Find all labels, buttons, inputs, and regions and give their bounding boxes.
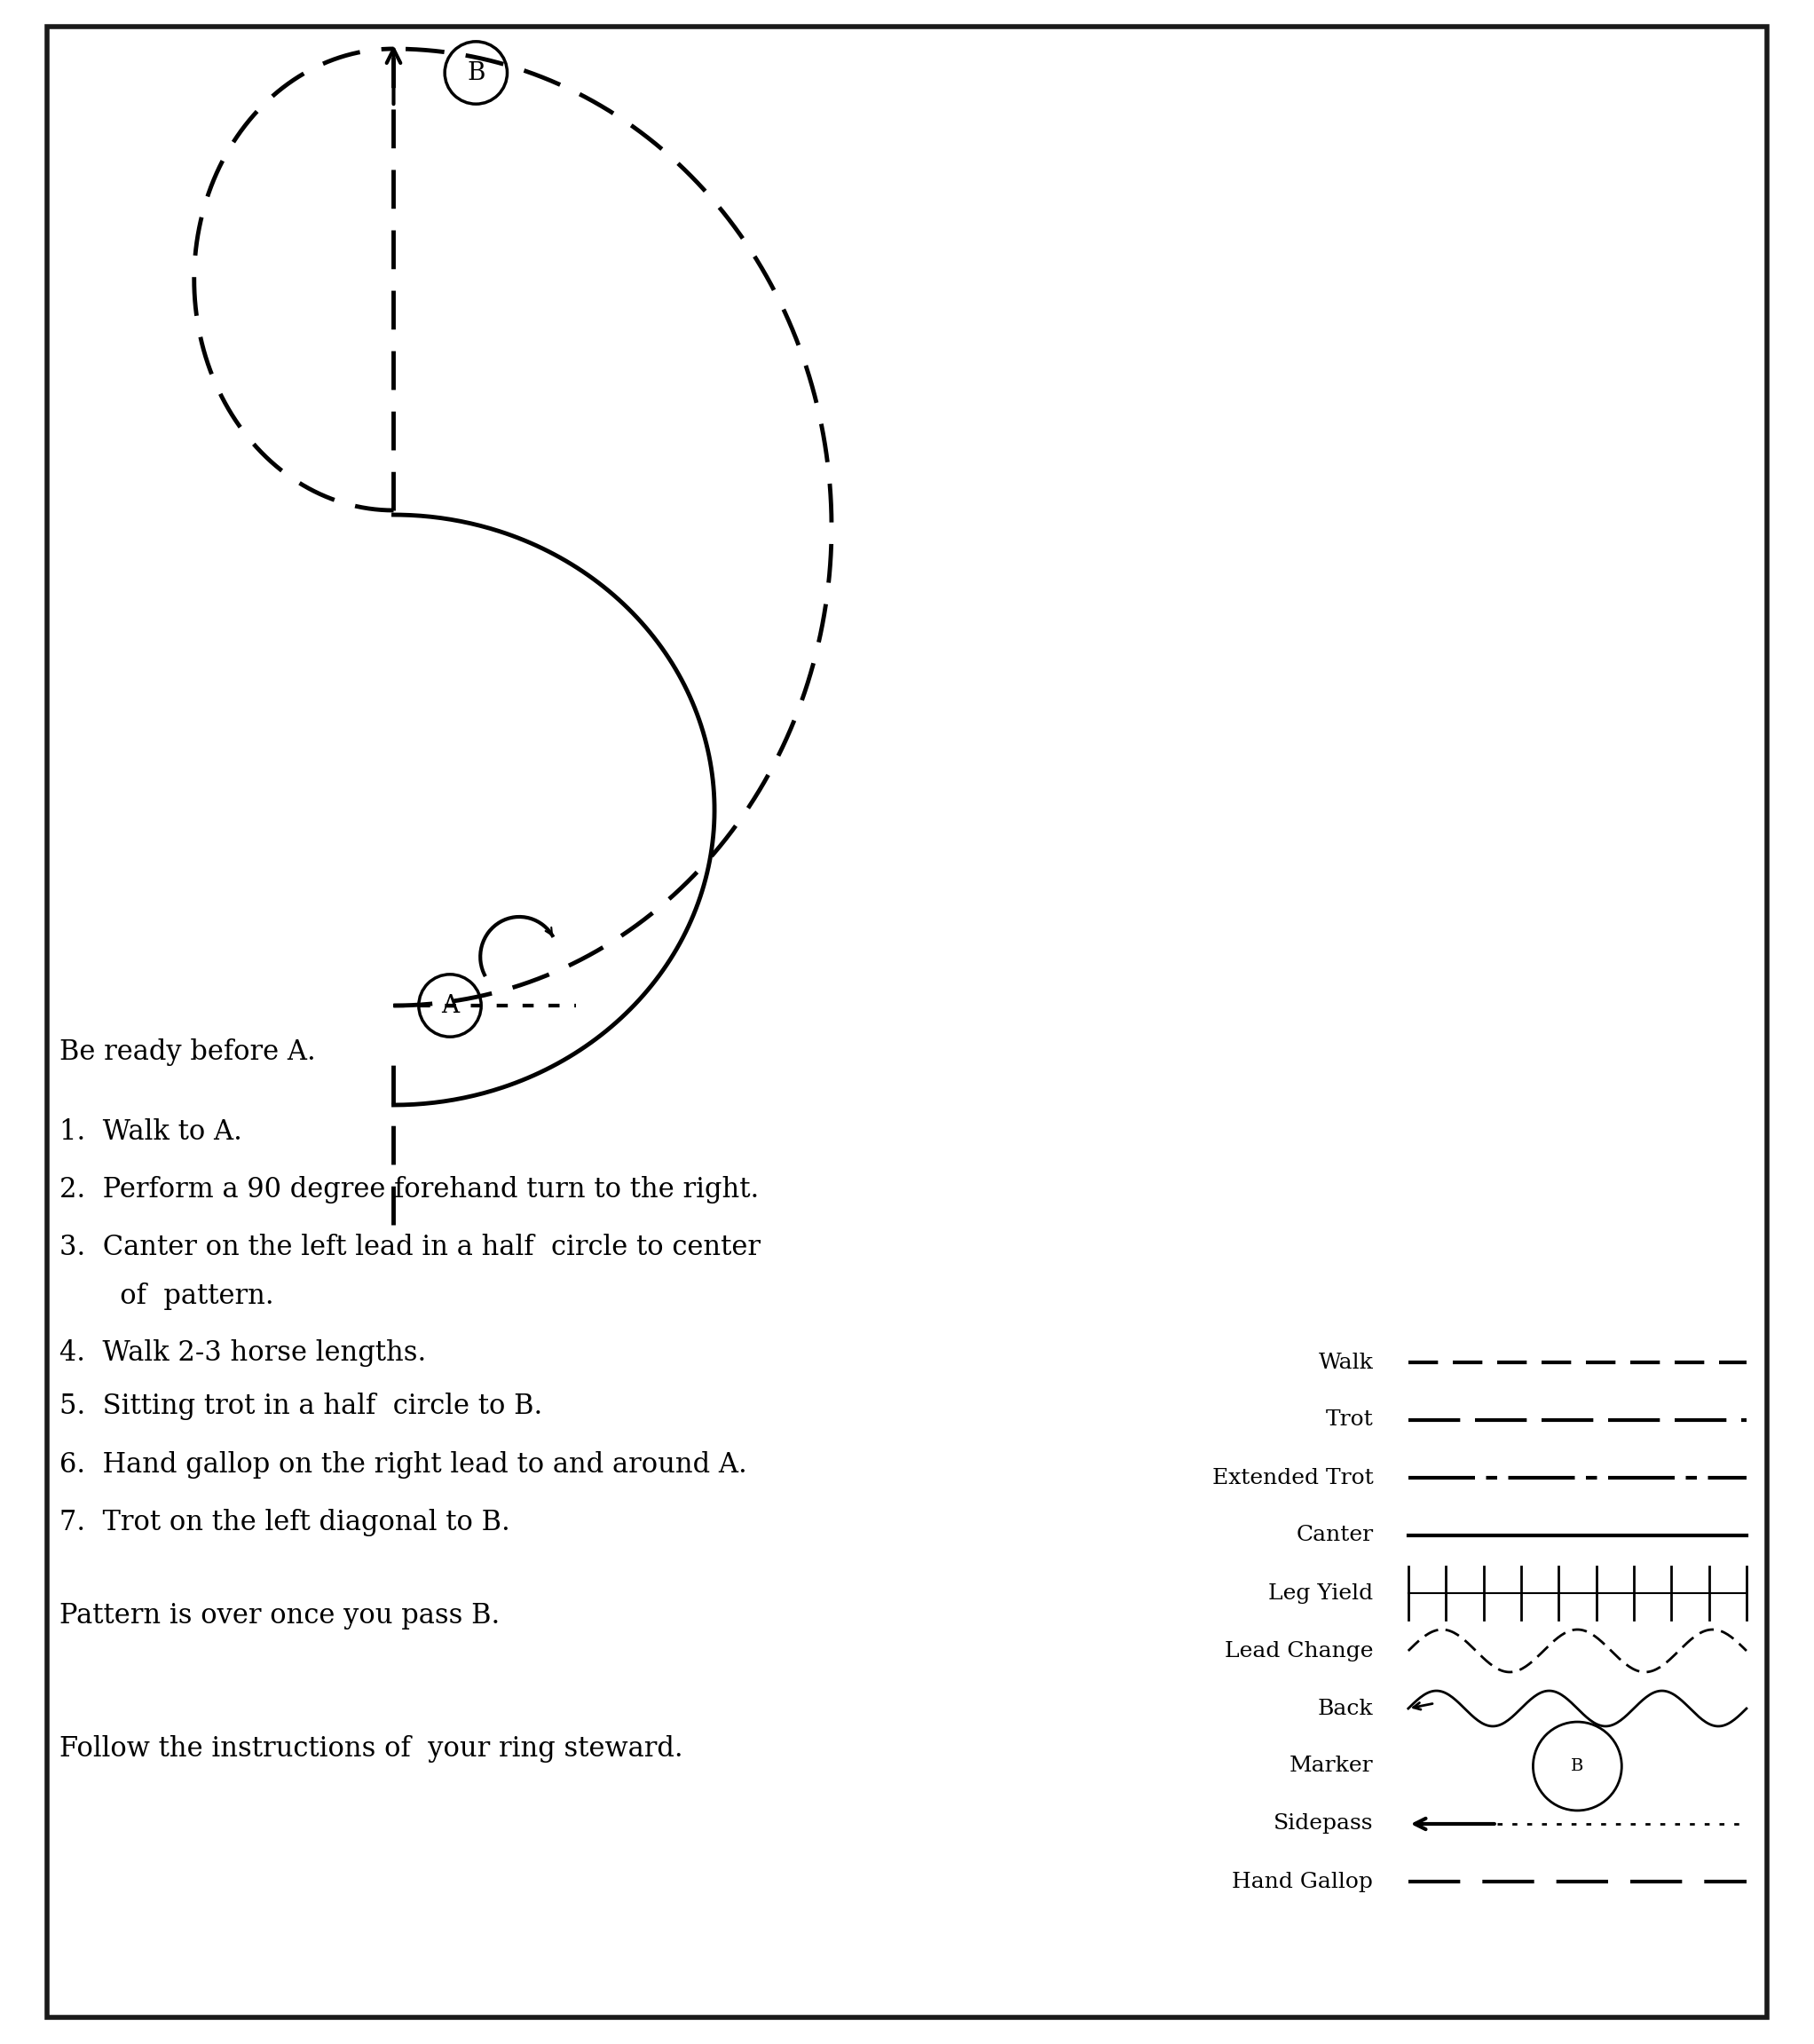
Text: Hand Gallop: Hand Gallop — [1232, 1872, 1373, 1893]
Text: 6.  Hand gallop on the right lead to and around A.: 6. Hand gallop on the right lead to and … — [60, 1451, 747, 1478]
Text: Walk: Walk — [1319, 1353, 1373, 1374]
Text: 3.  Canter on the left lead in a half  circle to center: 3. Canter on the left lead in a half cir… — [60, 1233, 760, 1261]
Text: Follow the instructions of  your ring steward.: Follow the instructions of your ring ste… — [60, 1735, 684, 1762]
Text: Be ready before A.: Be ready before A. — [60, 1038, 316, 1065]
Text: Back: Back — [1317, 1699, 1373, 1719]
Text: Extended Trot: Extended Trot — [1212, 1468, 1373, 1488]
Text: 1.  Walk to A.: 1. Walk to A. — [60, 1118, 243, 1145]
Text: 7.  Trot on the left diagonal to B.: 7. Trot on the left diagonal to B. — [60, 1508, 510, 1535]
Text: Lead Change: Lead Change — [1224, 1641, 1373, 1662]
Text: Pattern is over once you pass B.: Pattern is over once you pass B. — [60, 1602, 501, 1629]
Text: Canter: Canter — [1295, 1525, 1373, 1545]
Text: Trot: Trot — [1326, 1410, 1373, 1431]
Text: 4.  Walk 2-3 horse lengths.: 4. Walk 2-3 horse lengths. — [60, 1339, 426, 1367]
Text: B: B — [1571, 1758, 1584, 1774]
Text: 2.  Perform a 90 degree forehand turn to the right.: 2. Perform a 90 degree forehand turn to … — [60, 1175, 760, 1204]
Text: B: B — [466, 61, 484, 84]
Text: 5.  Sitting trot in a half  circle to B.: 5. Sitting trot in a half circle to B. — [60, 1394, 542, 1421]
Text: Sidepass: Sidepass — [1273, 1813, 1373, 1833]
Text: A: A — [441, 993, 459, 1018]
Text: Leg Yield: Leg Yield — [1268, 1582, 1373, 1602]
Text: of  pattern.: of pattern. — [60, 1282, 274, 1310]
Text: Marker: Marker — [1290, 1756, 1373, 1776]
